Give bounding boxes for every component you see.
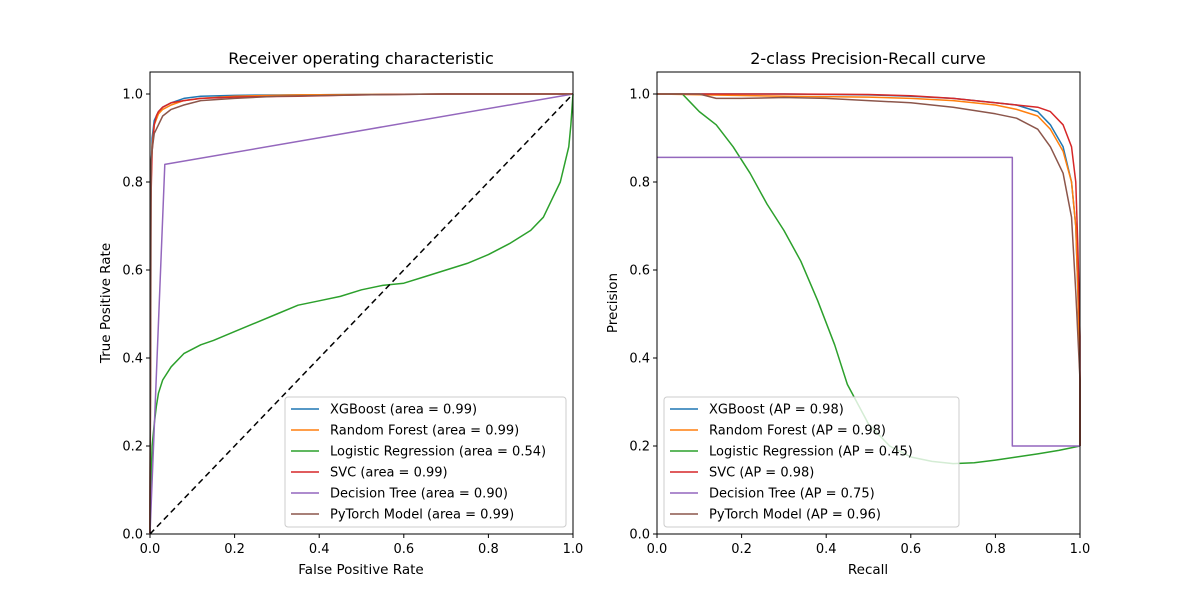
roc-xtick-label: 1.0 (563, 542, 584, 557)
pr-ticks: 0.0 0.2 0.4 0.6 0.8 1.0 0.0 0.2 0.4 0.6 0.8 1.0 (629, 88, 1090, 558)
roc-xtick-label: 0.4 (309, 542, 330, 557)
roc-legend-entry: Logistic Regression (area = 0.54) (330, 445, 546, 460)
roc-xtick-label: 0.2 (224, 542, 245, 557)
pr-lines (656, 93, 1081, 465)
pr-xlabel: Recall (848, 562, 888, 578)
pr-legend-entry: Decision Tree (AP = 0.75) (709, 487, 875, 502)
roc-legend: XGBoost (area = 0.99) Random Forest (area… (284, 396, 567, 528)
pr-legend-entry: SVC (AP = 0.98) (709, 466, 814, 481)
pr-series-logistic-regression-line (657, 93, 1081, 465)
roc-xlabel: False Positive Rate (298, 562, 423, 578)
roc-series-pytorch-model-line (149, 93, 573, 535)
roc-legend-box (284, 396, 567, 528)
pr-xtick-label: 0.6 (900, 542, 921, 557)
pr-xtick-label: 0.2 (731, 542, 752, 557)
roc-ytick-label: 0.2 (122, 440, 143, 455)
roc-legend-entry: PyTorch Model (area = 0.99) (330, 508, 514, 523)
pr-ytick-label: 0.2 (629, 440, 650, 455)
roc-title: Receiver operating characteristic (228, 49, 494, 68)
roc-legend-entry: XGBoost (area = 0.99) (330, 403, 477, 418)
roc-series-decision-tree-line (149, 93, 574, 535)
pr-axes-frame (656, 71, 1081, 535)
pr-legend-entry: Logistic Regression (AP = 0.45) (709, 445, 913, 460)
pr-xtick-label: 0.4 (816, 542, 837, 557)
roc-lines (149, 93, 574, 535)
pr-legend-entry: PyTorch Model (AP = 0.96) (709, 508, 881, 523)
pr-legend-box (663, 396, 960, 528)
pr-xtick-label: 0.8 (985, 542, 1006, 557)
pr-series-random-forest-line (656, 93, 1081, 446)
roc-axes-frame (149, 71, 574, 535)
roc-ylabel: True Positive Rate (98, 243, 114, 364)
pr-ylabel: Precision (605, 273, 621, 333)
roc-xtick-label: 0.6 (393, 542, 414, 557)
roc-xtick-label: 0.8 (478, 542, 499, 557)
roc-ticks: 0.0 0.2 0.4 0.6 0.8 1.0 0.0 0.2 0.4 0.6 0.8 1.0 (122, 88, 583, 558)
pr-panel: 2-class Precision-Recall curve Recall Pr… (605, 49, 1090, 578)
pr-legend: XGBoost (AP = 0.98) Random Forest (AP = 0… (663, 396, 960, 528)
roc-series-logistic-regression-line (149, 93, 574, 535)
pr-series-svc-line (657, 93, 1081, 446)
roc-xtick-label: 0.0 (140, 542, 161, 557)
pr-series-decision-tree-line (657, 156, 1080, 447)
pr-ytick-label: 0.8 (629, 176, 650, 191)
roc-series-diagonal-line (149, 93, 574, 535)
pr-ytick-label: 1.0 (629, 88, 650, 103)
roc-ytick-label: 0.8 (122, 176, 143, 191)
roc-ytick-label: 1.0 (122, 88, 143, 103)
roc-ytick-label: 0.4 (122, 352, 143, 367)
pr-legend-entry: Random Forest (AP = 0.98) (709, 424, 886, 439)
pr-ytick-label: 0.4 (629, 352, 650, 367)
roc-legend-entry: Decision Tree (area = 0.90) (330, 487, 508, 502)
pr-ytick-label: 0.6 (629, 264, 650, 279)
pr-xtick-label: 0.0 (647, 542, 668, 557)
roc-ytick-label: 0.6 (122, 264, 143, 279)
roc-legend-entry: SVC (area = 0.99) (330, 466, 448, 481)
roc-ytick-label: 0.0 (122, 528, 143, 543)
pr-ytick-label: 0.0 (629, 528, 650, 543)
pr-legend-entry: XGBoost (AP = 0.98) (709, 403, 844, 418)
roc-legend-entry: Random Forest (area = 0.99) (330, 424, 519, 439)
pr-xtick-label: 1.0 (1070, 542, 1091, 557)
roc-panel: Receiver operating characteristic False … (98, 49, 583, 578)
pr-title: 2-class Precision-Recall curve (750, 49, 986, 68)
pr-series-pytorch-model-line (657, 93, 1081, 446)
